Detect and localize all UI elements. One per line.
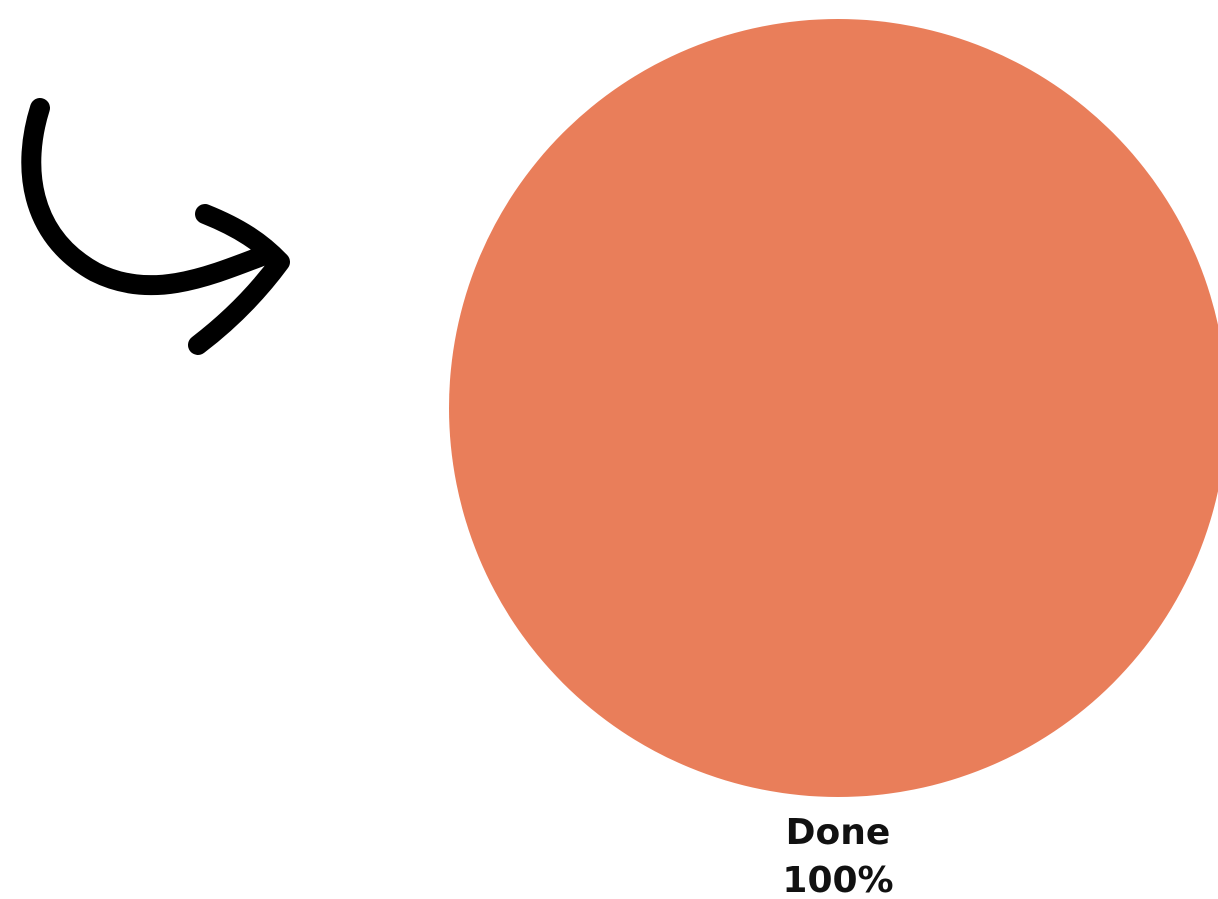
arrow-head	[188, 204, 290, 355]
arrow-shaft	[21, 98, 272, 296]
slice-label: Done	[786, 812, 891, 853]
pie-slice	[449, 19, 1218, 797]
slice-value-label: 100%	[782, 860, 893, 899]
decorative-arrow	[21, 98, 290, 355]
